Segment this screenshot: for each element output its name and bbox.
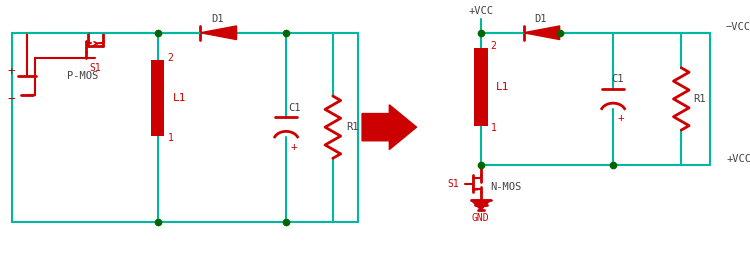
Text: +: + [617,113,624,123]
Polygon shape [524,26,560,40]
Text: +VCC: +VCC [726,154,750,164]
Text: N-MOS: N-MOS [490,181,522,192]
Text: R1: R1 [693,94,706,104]
Text: +: + [290,142,297,152]
Text: R1: R1 [346,122,359,132]
Text: GND: GND [472,213,490,223]
Polygon shape [200,26,236,40]
Bar [151,60,164,136]
Text: 2: 2 [167,53,173,63]
Text: C1: C1 [288,103,301,113]
Bar [474,48,488,126]
Text: −: − [8,93,16,105]
Polygon shape [471,200,490,210]
Text: S1: S1 [89,63,101,73]
Text: +: + [8,65,16,78]
Text: −VCC: −VCC [726,22,750,32]
Text: D1: D1 [211,14,224,24]
Text: S1: S1 [448,178,460,189]
Text: D1: D1 [534,14,547,24]
Text: 1: 1 [167,133,173,143]
Text: 1: 1 [490,123,496,133]
FancyArrow shape [362,105,416,149]
Text: C1: C1 [611,74,624,85]
Text: 2: 2 [490,41,496,51]
Text: L1: L1 [173,93,187,103]
Text: +VCC: +VCC [468,6,494,16]
Text: P-MOS: P-MOS [67,70,98,81]
Text: L1: L1 [496,82,510,92]
